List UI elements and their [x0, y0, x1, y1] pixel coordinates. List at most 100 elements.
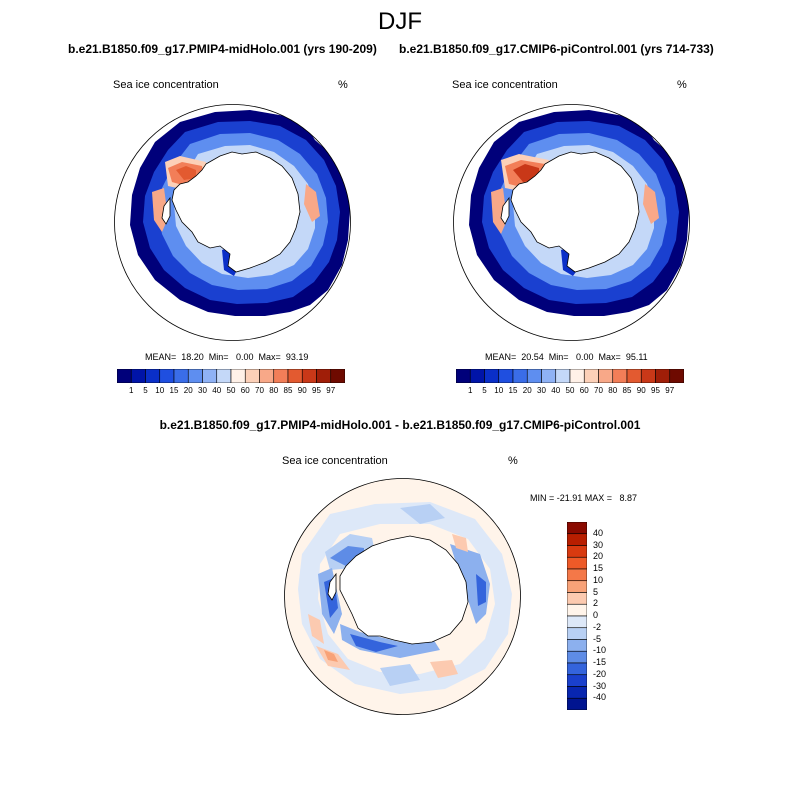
panel1-units-label: %	[338, 79, 348, 91]
colorbar-tick-label: 70	[255, 386, 264, 395]
diff-colorbar-tick-label: 15	[593, 563, 604, 573]
colorbar-tick-label: 50	[565, 386, 575, 395]
diff-colorbar-box	[567, 568, 587, 582]
colorbar-box	[640, 369, 656, 383]
antarctica-land	[171, 151, 301, 273]
panel1-colorbar-labels: 1 5 10 15 20 30 40 50 60 70 80 85 90 95 97	[117, 386, 345, 398]
diff-colorbar-tick-label: -30	[593, 680, 607, 691]
diff-colorbar-tick-label: -2	[593, 621, 602, 632]
diff-colorbar-box	[567, 556, 587, 570]
colorbar-tick-label: 85	[283, 386, 293, 395]
diff-colorbar-tick-label: 20	[593, 551, 604, 562]
colorbar-box	[526, 369, 542, 383]
colorbar-box	[273, 369, 289, 383]
colorbar-box	[512, 369, 528, 383]
colorbar-tick-label: 80	[608, 386, 618, 395]
diff-colorbar-tick-label: 40	[593, 527, 604, 538]
diff-title: b.e21.B1850.f09_g17.PMIP4-midHolo.001 - …	[159, 418, 641, 432]
colorbar-tick-label: 20	[522, 386, 532, 395]
colorbar-box	[259, 369, 275, 383]
panel2-colorbar	[456, 369, 684, 383]
colorbar-box	[626, 369, 642, 383]
colorbar-box	[669, 369, 684, 383]
colorbar-tick-label: 40	[212, 386, 222, 395]
panel2-polar-map	[453, 104, 690, 341]
colorbar-tick-label: 85	[622, 386, 632, 395]
colorbar-box	[216, 369, 232, 383]
panel1-variable-label: Sea ice concentration	[113, 79, 219, 91]
colorbar-box	[173, 369, 189, 383]
colorbar-tick-label: 60	[579, 386, 589, 395]
panel1-stats: MEAN= 18.20 Min= 0.00 Max= 93.19	[145, 352, 309, 362]
diff-minmax: MIN = -21.91 MAX = 8.87	[530, 493, 638, 503]
diff-colorbar-box	[567, 650, 587, 664]
colorbar-box	[541, 369, 557, 383]
colorbar-tick-label: 20	[183, 386, 193, 395]
panel2-stats: MEAN= 20.54 Min= 0.00 Max= 95.11	[485, 352, 648, 362]
colorbar-box	[469, 369, 485, 383]
diff-colorbar-box	[567, 639, 587, 652]
colorbar-box	[130, 369, 146, 383]
colorbar-tick-label: 95	[312, 386, 321, 395]
colorbar-tick-label: 97	[665, 386, 675, 395]
colorbar-tick-label: 30	[537, 386, 546, 395]
diff-colorbar-tick-label: -5	[593, 633, 602, 644]
diff-colorbar-box	[567, 686, 587, 699]
colorbar-tick-label: 50	[226, 386, 236, 395]
panel1-polar-map	[114, 104, 351, 341]
diff-colorbar	[567, 522, 587, 710]
colorbar-tick-label: 15	[508, 386, 518, 395]
diff-colorbar-tick-label: 10	[593, 574, 604, 585]
colorbar-tick-label: 5	[482, 386, 487, 395]
colorbar-box	[655, 369, 671, 383]
colorbar-box	[301, 369, 317, 383]
colorbar-box	[330, 369, 345, 383]
colorbar-tick-label: 90	[297, 386, 307, 395]
diff-colorbar-tick-label: 30	[593, 539, 604, 550]
colorbar-tick-label: 40	[551, 386, 561, 395]
colorbar-tick-label: 80	[269, 386, 279, 395]
colorbar-tick-label: 5	[143, 386, 148, 395]
colorbar-box	[316, 369, 332, 383]
panel2-colorbar-labels: 1 5 10 15 20 30 40 50 60 70 80 85 90 95 97	[456, 386, 684, 398]
colorbar-box	[244, 369, 260, 383]
diff-colorbar-box	[567, 627, 587, 640]
diff-colorbar-box	[567, 603, 587, 617]
panel2-case-title: b.e21.B1850.f09_g17.CMIP6-piControl.001 …	[399, 42, 714, 56]
panel2-units-label: %	[677, 79, 687, 91]
colorbar-box	[612, 369, 628, 383]
colorbar-box	[187, 369, 203, 383]
diff-colorbar-box	[567, 592, 587, 605]
colorbar-box	[583, 369, 599, 383]
colorbar-tick-label: 10	[155, 386, 165, 395]
diff-colorbar-tick-label: 5	[593, 586, 599, 597]
colorbar-tick-label: 15	[169, 386, 179, 395]
diff-colorbar-tick-label: -40	[593, 692, 607, 703]
colorbar-box	[117, 369, 132, 383]
diff-colorbar-tick-label: -10	[593, 645, 607, 656]
colorbar-tick-label: 70	[594, 386, 603, 395]
colorbar-tick-label: 90	[636, 386, 646, 395]
colorbar-box	[456, 369, 471, 383]
diff-units-label: %	[508, 455, 518, 467]
colorbar-box	[569, 369, 585, 383]
colorbar-tick-label: 1	[468, 386, 473, 395]
colorbar-tick-label: 30	[198, 386, 207, 395]
diff-colorbar-box	[567, 697, 587, 710]
diff-colorbar-tick-label: 2	[593, 598, 599, 609]
colorbar-tick-label: 60	[240, 386, 250, 395]
colorbar-box	[202, 369, 218, 383]
figure-title: DJF	[378, 8, 422, 35]
colorbar-box	[484, 369, 500, 383]
panel1-colorbar	[117, 369, 345, 383]
diff-colorbar-box	[567, 545, 587, 558]
panel2-variable-label: Sea ice concentration	[452, 79, 558, 91]
diff-colorbar-tick-label: 0	[593, 610, 599, 620]
diff-colorbar-labels: 40 30 20 15 10 5 2 0 -2 -5 -10 -15 -20 -30 -40	[591, 522, 631, 710]
diff-colorbar-box	[567, 662, 587, 676]
diff-colorbar-box	[567, 674, 587, 687]
diff-colorbar-tick-label: -20	[593, 668, 607, 679]
diff-colorbar-box	[567, 580, 587, 593]
colorbar-tick-label: 97	[326, 386, 336, 395]
colorbar-box	[287, 369, 303, 383]
